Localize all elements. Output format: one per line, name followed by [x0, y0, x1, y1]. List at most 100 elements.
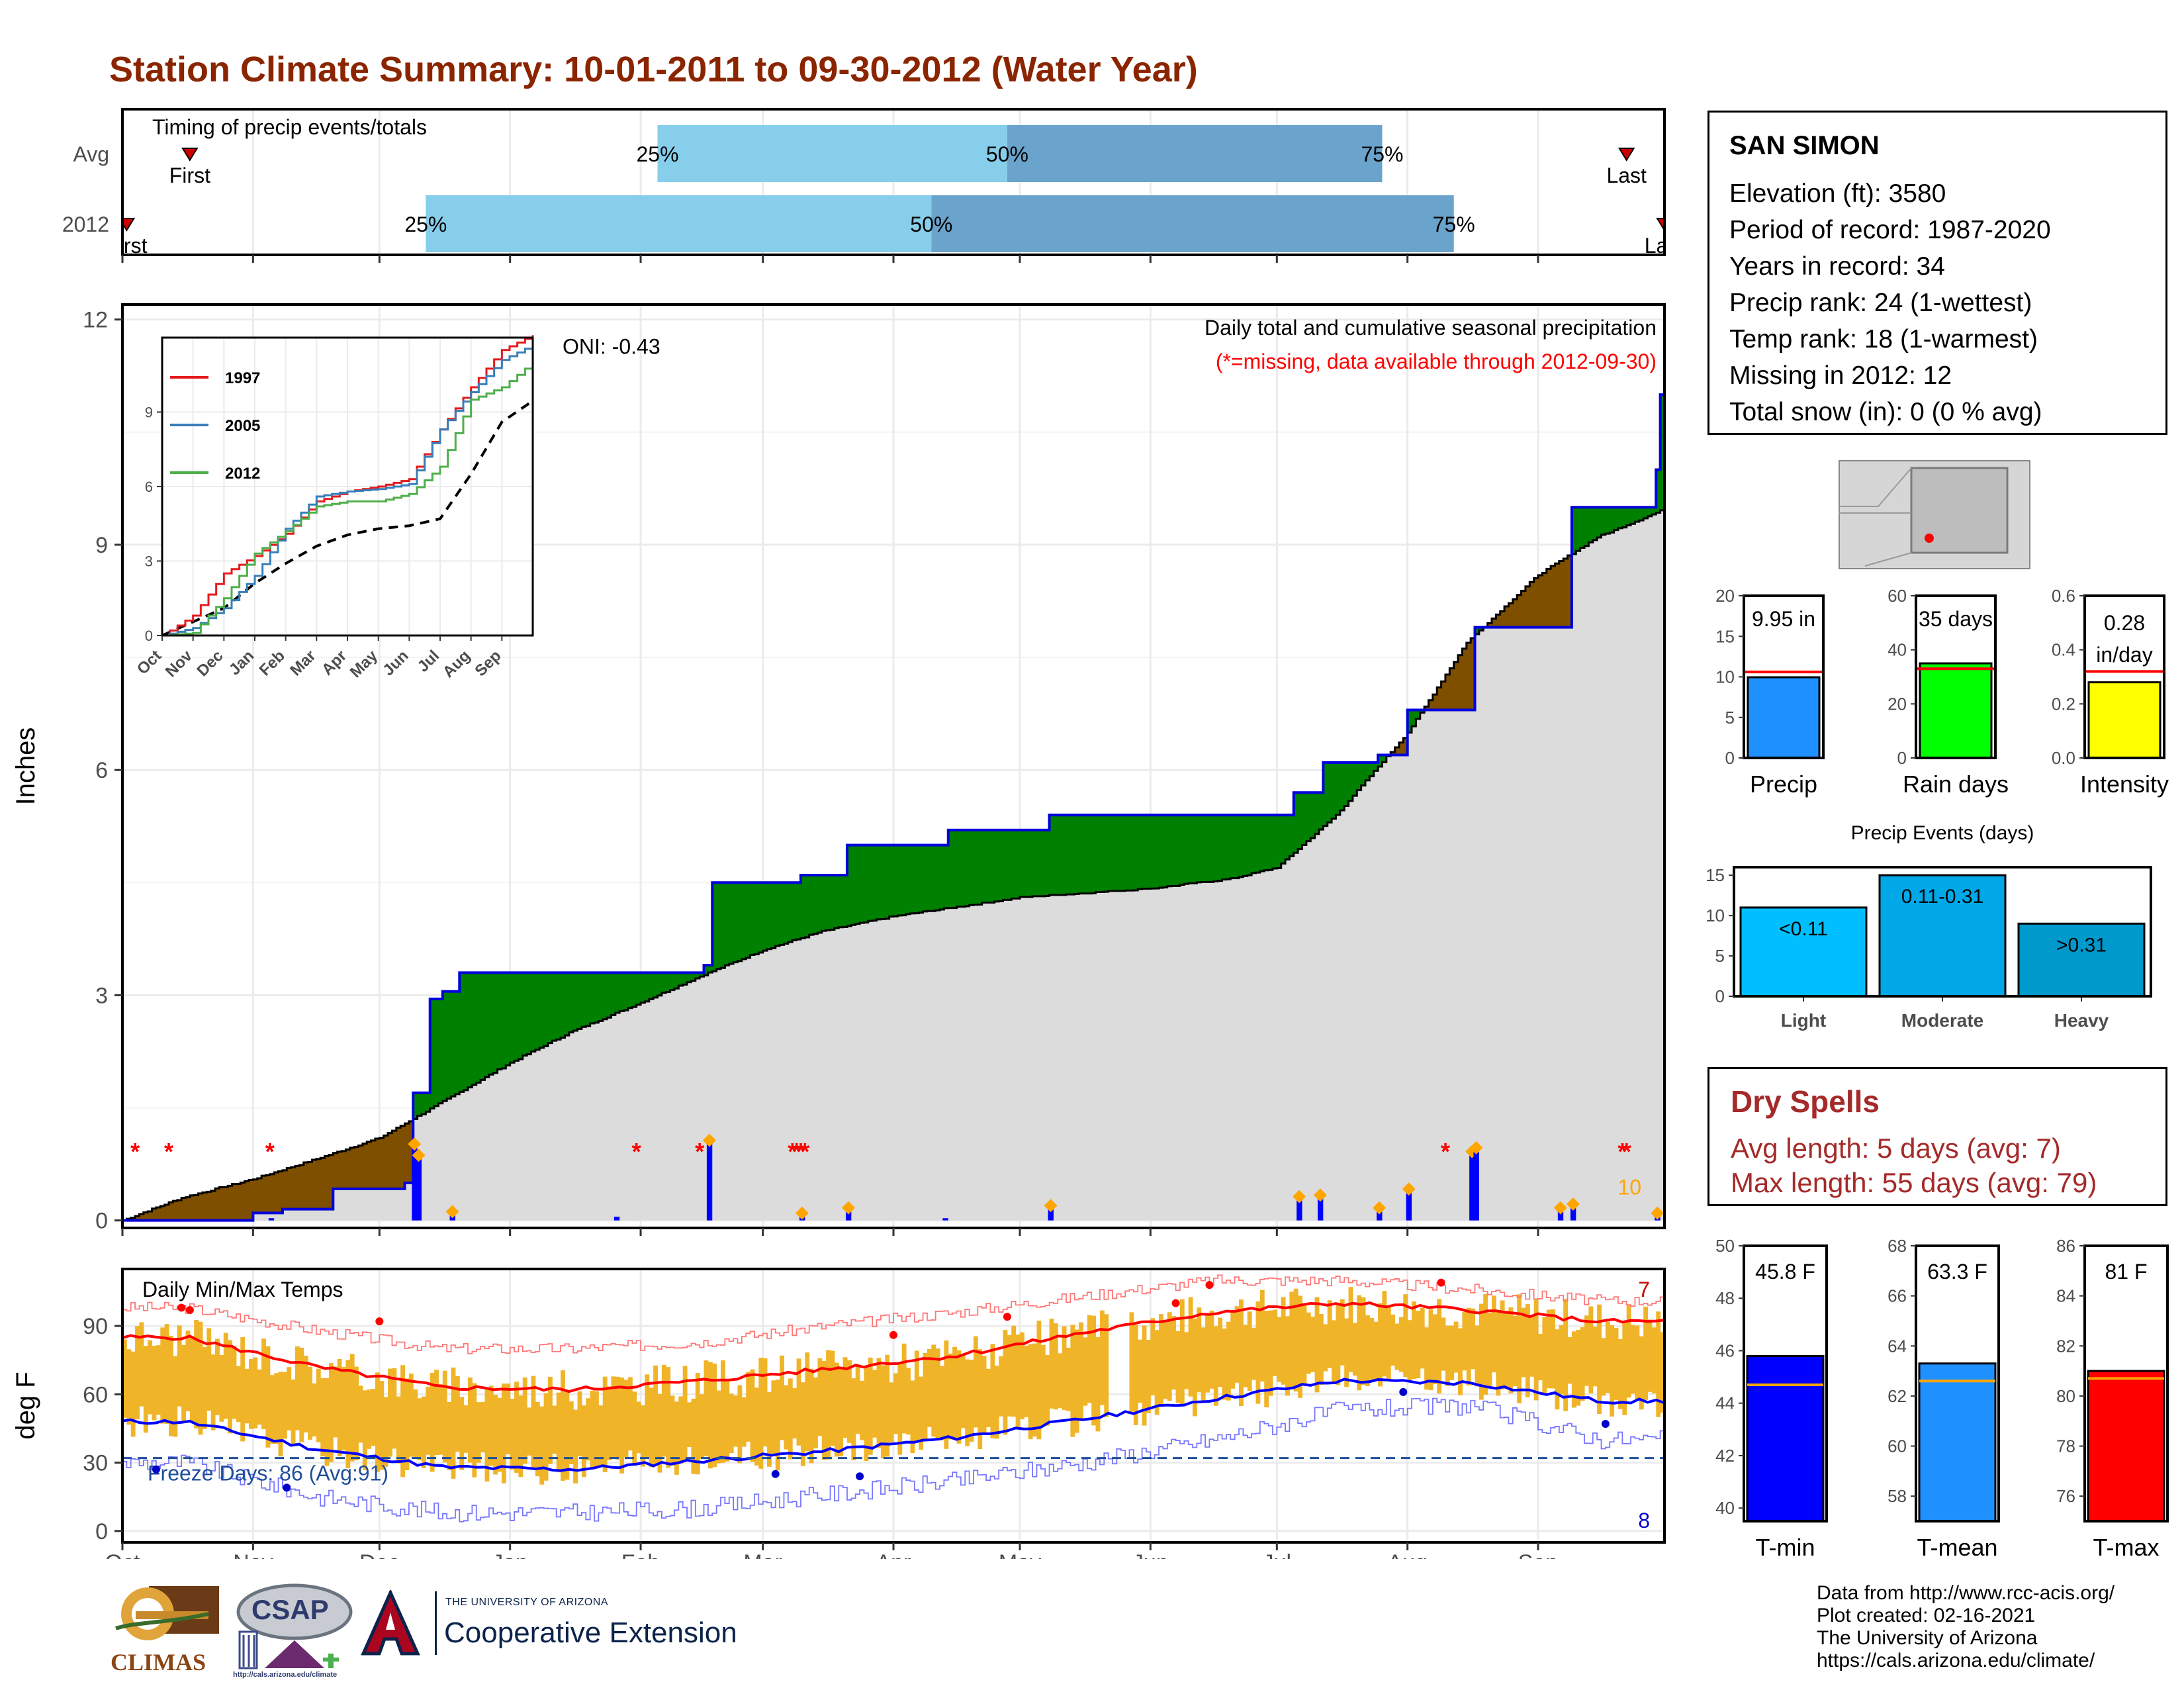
daily-temp-bar	[181, 1344, 186, 1423]
deficit-band	[236, 1184, 241, 1221]
surplus-band	[1302, 792, 1307, 845]
deficit-band	[312, 1160, 317, 1209]
tempbar-ytick-label: 60	[1888, 1436, 1907, 1456]
timing-left-mask	[0, 109, 122, 255]
daily-temp-bar	[1491, 1295, 1496, 1373]
daily-temp-bar	[716, 1390, 721, 1464]
daily-temp-bar	[889, 1382, 894, 1442]
daily-temp-bar	[274, 1373, 279, 1444]
temp-month-label: Nov	[233, 1550, 273, 1559]
surplus-band	[619, 972, 625, 1011]
deficit-band	[291, 1167, 296, 1209]
missing-data-marker: *	[265, 1138, 275, 1165]
surplus-band	[1066, 815, 1071, 895]
timing-p50-label: 50%	[910, 212, 952, 236]
surplus-band	[645, 972, 650, 1002]
summary-plot-border	[2083, 594, 2165, 759]
surplus-band	[581, 972, 586, 1027]
deficit-band	[1390, 752, 1396, 755]
surplus-band	[1239, 815, 1244, 877]
daily-temp-bar	[236, 1366, 241, 1423]
daily-temp-bar	[472, 1383, 477, 1477]
precip-annotation: Daily total and cumulative seasonal prec…	[1205, 316, 1657, 340]
surplus-band	[1120, 815, 1126, 891]
deficit-band	[148, 1211, 153, 1221]
surplus-band	[746, 882, 751, 958]
deficit-band	[1525, 586, 1530, 628]
surplus-band	[725, 882, 730, 966]
deficit-band	[379, 1138, 385, 1190]
missing-data-marker: *	[800, 1138, 809, 1165]
daily-temp-bar	[333, 1366, 338, 1438]
surplus-band	[788, 882, 793, 943]
daily-temp-bar	[1104, 1314, 1109, 1417]
daily-temp-bar	[737, 1385, 743, 1464]
surplus-band	[923, 845, 928, 912]
surplus-band	[729, 882, 734, 964]
daily-temp-bar	[1483, 1293, 1488, 1395]
daily-temp-bar	[1651, 1327, 1657, 1394]
footer-credits: Data from http://www.rcc-acis.org/ Plot …	[1817, 1582, 2115, 1672]
record-high-marker	[1437, 1278, 1445, 1287]
observed-cumulative-line	[122, 393, 1664, 1222]
daily-temp-bar	[451, 1367, 456, 1479]
surplus-band	[994, 829, 999, 902]
surplus-band	[906, 845, 911, 914]
daily-temp-bar	[547, 1376, 553, 1464]
daily-temp-bar	[1024, 1346, 1029, 1417]
station-line-years: Years in record: 34	[1729, 252, 1945, 281]
surplus-band	[1213, 815, 1218, 882]
daily-temp-bar	[1133, 1325, 1138, 1425]
surplus-band	[965, 829, 970, 906]
summary-ytick-label: 15	[1715, 626, 1735, 646]
daily-temp-bar	[269, 1375, 275, 1444]
csap-logo-mark	[236, 1583, 353, 1669]
deficit-band	[1551, 566, 1556, 628]
tempbar-ytick-label: 42	[1715, 1446, 1735, 1466]
surplus-band	[1205, 815, 1210, 882]
surplus-band	[990, 829, 995, 903]
surplus-band	[632, 972, 637, 1008]
daily-temp-bar	[1036, 1321, 1042, 1440]
state-border	[1839, 467, 1912, 507]
surplus-band	[623, 972, 629, 1011]
surplus-band	[1070, 815, 1075, 895]
daily-temp-bar	[1521, 1307, 1526, 1378]
daily-precip-bar	[942, 1218, 948, 1221]
surplus-band	[1622, 507, 1627, 528]
daily-temp-bar	[404, 1378, 410, 1471]
daily-temp-bar	[430, 1372, 435, 1472]
surplus-band	[1631, 507, 1636, 524]
missing-data-marker: *	[130, 1138, 140, 1165]
surplus-band	[707, 965, 713, 973]
surplus-band	[1656, 469, 1661, 513]
surplus-band	[1036, 829, 1042, 896]
daily-temp-bar	[674, 1401, 679, 1475]
tempbar-ytick-label: 82	[2056, 1336, 2075, 1356]
inset-series-2012	[162, 362, 534, 637]
temp-ytick-label: 30	[83, 1451, 108, 1476]
daily-precip-bar	[1317, 1196, 1324, 1221]
daily-temp-bar	[780, 1355, 784, 1440]
daily-temp-bar	[1277, 1317, 1282, 1382]
daily-temp-bar	[707, 1362, 713, 1469]
daily-temp-bar	[501, 1383, 506, 1483]
surplus-band	[1259, 815, 1265, 872]
daily-temp-bar	[1066, 1347, 1071, 1411]
deficit-band	[265, 1175, 271, 1213]
page-title: Station Climate Summary: 10-01-2011 to 0…	[109, 50, 1198, 89]
surplus-band	[1306, 792, 1311, 841]
timing-p25-label: 25%	[404, 212, 447, 236]
daily-temp-bar	[219, 1354, 224, 1422]
daily-temp-bar	[367, 1389, 372, 1449]
record-high-marker	[177, 1303, 186, 1312]
surplus-band	[602, 972, 608, 1019]
surplus-band	[935, 845, 940, 911]
surplus-band	[1617, 507, 1623, 528]
daily-temp-bar	[1323, 1324, 1328, 1372]
surplus-band	[817, 874, 823, 933]
timing-bar-25-50	[426, 195, 932, 252]
tempbar-ytick-label: 40	[1715, 1498, 1735, 1518]
daily-temp-bar	[1205, 1315, 1210, 1393]
daily-temp-bar	[421, 1396, 426, 1468]
